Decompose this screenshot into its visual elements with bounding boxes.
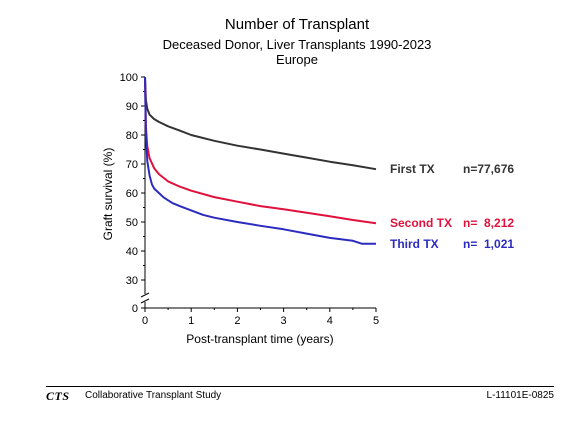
- x-tick-label: 3: [281, 315, 287, 327]
- chart-subtitle-line-2: Europe: [276, 52, 318, 67]
- y-tick-label: 70: [126, 159, 138, 171]
- y-tick-label: 0: [132, 303, 138, 315]
- y-tick-label: 90: [126, 101, 138, 113]
- y-tick-label: 50: [126, 217, 138, 229]
- series-count-2: n= 8,212: [463, 216, 514, 230]
- x-tick-label: 1: [188, 315, 194, 327]
- series-label-2: Second TX: [390, 216, 452, 230]
- axis-break-mark: [140, 292, 150, 298]
- series-line-2: [144, 76, 377, 225]
- y-tick-label: 80: [126, 130, 138, 142]
- chart-subtitle-line-1: Deceased Donor, Liver Transplants 1990-2…: [163, 37, 432, 52]
- series-line-1: [144, 76, 377, 171]
- survival-chart: Number of Transplant Deceased Donor, Liv…: [101, 16, 515, 346]
- footer-code: L-11101E-0825: [486, 390, 554, 401]
- x-tick-label: 2: [234, 315, 240, 327]
- plot-area: 0 30 40 50 60 70 80 90 100 0 1 2 3 4 5 First TX n=77,676…: [120, 72, 515, 327]
- x-tick-label: 5: [373, 315, 379, 327]
- cts-logo: CTS: [46, 389, 70, 403]
- y-tick-label: 40: [126, 246, 138, 258]
- axis-break-mark: [140, 298, 150, 304]
- footer-divider: [46, 386, 554, 387]
- series-label-3: Third TX: [390, 237, 439, 251]
- y-tick-label: 100: [120, 72, 138, 84]
- x-axis-label: Post-transplant time (years): [186, 332, 333, 346]
- series-count-1: n=77,676: [463, 162, 514, 176]
- footer-organization: Collaborative Transplant Study: [85, 390, 222, 401]
- y-tick-label: 30: [126, 275, 138, 287]
- y-axis-label: Graft survival (%): [101, 148, 115, 241]
- series-count-3: n= 1,021: [463, 237, 514, 251]
- x-tick-label: 0: [142, 315, 148, 327]
- x-tick-label: 4: [327, 315, 333, 327]
- y-tick-label: 60: [126, 188, 138, 200]
- series-label-1: First TX: [390, 162, 435, 176]
- series-line-3: [144, 76, 376, 245]
- chart-title: Number of Transplant: [225, 16, 370, 33]
